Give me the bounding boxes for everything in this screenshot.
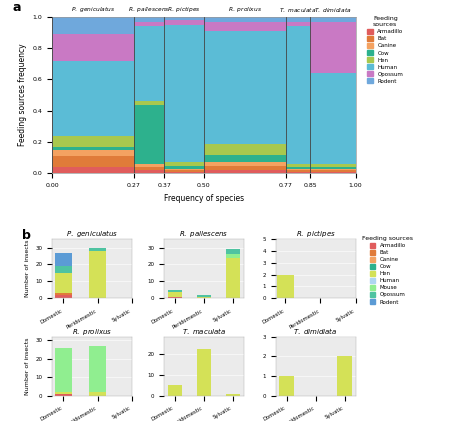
Legend: Armadillo, Bat, Canine, Cow, Hen, Human, Opossum, Rodent: Armadillo, Bat, Canine, Cow, Hen, Human,… <box>367 16 404 84</box>
Bar <box>286 169 310 170</box>
X-axis label: Frequency of species: Frequency of species <box>164 194 244 203</box>
Title: $\it{R.}$ $\it{pallescens}$: $\it{R.}$ $\it{pallescens}$ <box>179 229 228 239</box>
Bar <box>226 394 240 396</box>
Text: $\it{R.}$ $\it{prolixus}$: $\it{R.}$ $\it{prolixus}$ <box>228 5 262 14</box>
Bar <box>134 21 164 26</box>
Bar <box>204 17 286 21</box>
Text: $\it{R.}$ $\it{pictipes}$: $\it{R.}$ $\it{pictipes}$ <box>167 5 201 14</box>
Bar <box>204 155 286 163</box>
Bar <box>164 170 204 172</box>
Text: $\it{R.}$ $\it{pallescens}$: $\it{R.}$ $\it{pallescens}$ <box>128 5 170 14</box>
Bar <box>226 249 240 254</box>
Bar <box>89 346 106 392</box>
Bar <box>310 170 356 172</box>
Bar <box>226 254 240 258</box>
Y-axis label: Number of insects: Number of insects <box>25 338 30 395</box>
Text: $\it{T.}$ $\it{maculata}$: $\it{T.}$ $\it{maculata}$ <box>279 6 317 14</box>
Bar <box>89 392 106 396</box>
Title: $\it{P.}$ $\it{geniculatus}$: $\it{P.}$ $\it{geniculatus}$ <box>66 228 118 239</box>
Bar <box>164 17 204 20</box>
Bar <box>279 376 294 396</box>
Bar <box>52 147 134 150</box>
Bar <box>164 165 204 169</box>
Bar <box>55 266 72 273</box>
Bar <box>197 295 211 296</box>
Y-axis label: Feeding sources frequency: Feeding sources frequency <box>18 44 27 147</box>
Bar <box>167 296 182 298</box>
Bar <box>89 248 106 251</box>
Bar <box>286 21 310 26</box>
Bar <box>164 25 204 163</box>
Text: $\it{P.}$ $\it{geniculatus}$: $\it{P.}$ $\it{geniculatus}$ <box>71 5 115 14</box>
Bar <box>204 163 286 165</box>
Bar <box>310 21 356 73</box>
Legend: Armadillo, Bat, Canine, Cow, Hen, Human, Mouse, Opossum, Rodent: Armadillo, Bat, Canine, Cow, Hen, Human,… <box>362 236 413 304</box>
Bar <box>134 164 164 167</box>
Y-axis label: Number of insects: Number of insects <box>25 240 30 298</box>
Bar <box>204 165 286 170</box>
Bar <box>55 295 72 298</box>
Title: $\it{T.}$ $\it{maculata}$: $\it{T.}$ $\it{maculata}$ <box>182 326 226 336</box>
Bar <box>286 17 310 21</box>
Bar <box>55 273 72 293</box>
Bar <box>286 172 310 173</box>
Bar <box>204 170 286 173</box>
Bar <box>197 349 211 396</box>
Bar <box>55 348 72 392</box>
Bar <box>310 17 356 21</box>
Bar <box>310 167 356 169</box>
Bar <box>286 26 310 164</box>
Bar <box>164 163 204 165</box>
Bar <box>55 293 72 295</box>
Bar <box>134 26 164 101</box>
Text: a: a <box>13 1 21 14</box>
Bar <box>310 73 356 164</box>
Bar <box>52 136 134 147</box>
Bar <box>286 170 310 172</box>
Title: $\it{R.}$ $\it{prolixus}$: $\it{R.}$ $\it{prolixus}$ <box>72 327 112 337</box>
Bar <box>167 385 182 396</box>
Bar <box>276 274 294 298</box>
Bar <box>337 356 352 396</box>
Bar <box>52 167 134 173</box>
Bar <box>134 170 164 173</box>
Bar <box>310 172 356 173</box>
Bar <box>226 258 240 298</box>
Bar <box>197 296 211 298</box>
Bar <box>286 164 310 167</box>
Bar <box>134 101 164 104</box>
Bar <box>310 169 356 170</box>
Bar <box>134 17 164 21</box>
Bar <box>52 34 134 61</box>
Bar <box>286 167 310 169</box>
Bar <box>134 167 164 170</box>
Bar <box>134 104 164 164</box>
Bar <box>55 392 72 394</box>
Bar <box>164 169 204 170</box>
Bar <box>55 253 72 266</box>
Bar <box>164 172 204 173</box>
Bar <box>167 291 182 296</box>
Text: $\it{T.}$ $\it{dimidiata}$: $\it{T.}$ $\it{dimidiata}$ <box>314 6 352 14</box>
Bar <box>164 20 204 25</box>
Text: b: b <box>22 229 31 242</box>
Title: $\it{R.}$ $\it{pictipes}$: $\it{R.}$ $\it{pictipes}$ <box>296 228 336 239</box>
Bar <box>167 290 182 291</box>
Bar <box>204 144 286 155</box>
Bar <box>55 394 72 396</box>
Bar <box>52 150 134 156</box>
Bar <box>52 156 134 167</box>
Bar <box>204 31 286 144</box>
Bar <box>204 21 286 31</box>
Bar <box>89 251 106 298</box>
Bar <box>52 61 134 136</box>
Bar <box>52 17 134 34</box>
Bar <box>310 164 356 167</box>
Title: $\it{T.}$ $\it{dimidiata}$: $\it{T.}$ $\it{dimidiata}$ <box>293 326 338 336</box>
